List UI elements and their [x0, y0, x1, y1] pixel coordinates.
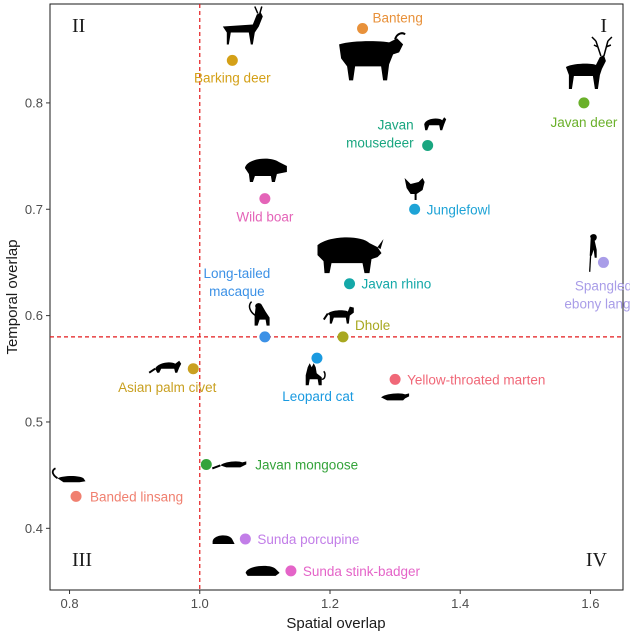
quadrant-label-i: I — [600, 15, 607, 37]
dhole-icon — [322, 306, 354, 324]
y-tick-label: 0.8 — [25, 95, 43, 110]
point-javan-mongoose — [200, 459, 212, 471]
javan-deer-icon — [565, 36, 613, 89]
mousedeer-icon — [424, 117, 447, 131]
label-javan-rhino: Javan rhino — [362, 277, 432, 292]
x-tick-label: 1.4 — [451, 596, 469, 611]
data-points — [70, 22, 609, 577]
stink-badger-icon — [245, 565, 280, 576]
plot-panel — [49, 3, 624, 591]
y-tick-label: 0.4 — [25, 521, 43, 536]
x-axis-title: Spatial overlap — [286, 615, 385, 632]
x-tick-label: 0.8 — [60, 596, 78, 611]
axis-ticks: 0.8 1.0 1.2 1.4 1.6 0.4 0.5 0.6 0.7 0.8 — [25, 95, 600, 611]
palm-civet-icon — [148, 360, 182, 374]
label-banteng: Banteng — [373, 10, 423, 25]
point-javan-deer — [578, 97, 590, 109]
mongoose-icon — [211, 461, 247, 470]
point-banded-linsang — [70, 490, 82, 502]
point-junglefowl — [409, 203, 421, 215]
macaque-icon — [248, 301, 270, 326]
rhino-icon — [317, 237, 384, 274]
x-tick-label: 1.2 — [321, 596, 339, 611]
point-labels: Banteng Barking deer Javan deer Javan moused… — [90, 10, 630, 578]
point-sunda-porcupine — [239, 533, 251, 545]
label-javan-mongoose: Javan mongoose — [255, 458, 358, 473]
point-banteng — [357, 22, 369, 34]
animal-silhouettes — [51, 6, 613, 576]
point-yellow-throated-marten — [389, 373, 401, 385]
label-dhole: Dhole — [355, 318, 390, 333]
point-sunda-stink-badger — [285, 565, 297, 577]
label-asian-palm-civet: Asian palm civet — [118, 380, 217, 395]
y-tick-label: 0.7 — [25, 202, 43, 217]
label-wild-boar: Wild boar — [236, 210, 294, 225]
label-leopard-cat: Leopard cat — [282, 389, 354, 404]
label-sunda-stink-badger: Sunda stink-badger — [303, 564, 421, 579]
label-javan-deer: Javan deer — [551, 115, 618, 130]
banteng-icon — [339, 32, 406, 81]
linsang-icon — [51, 467, 86, 483]
point-leopard-cat — [311, 352, 323, 364]
x-tick-label: 1.6 — [581, 596, 599, 611]
quadrant-label-ii: II — [72, 15, 85, 37]
point-asian-palm-civet — [187, 363, 199, 375]
quadrant-label-iii: III — [72, 549, 92, 571]
label-sunda-porcupine: Sunda porcupine — [257, 532, 359, 547]
reference-lines — [50, 4, 623, 590]
marten-icon — [381, 393, 410, 401]
point-dhole — [337, 331, 349, 343]
label-banded-linsang: Banded linsang — [90, 489, 183, 504]
point-javan-rhino — [344, 278, 356, 290]
barking-deer-icon — [222, 6, 263, 45]
leopard-cat-icon — [305, 363, 326, 386]
langur-icon — [589, 234, 597, 272]
junglefowl-icon — [404, 178, 425, 200]
label-long-tailed-macaque: Long-tailed macaque — [203, 266, 270, 299]
y-tick-label: 0.6 — [25, 308, 43, 323]
point-javan-mousedeer — [422, 139, 434, 151]
label-yellow-throated-marten: Yellow-throated marten — [407, 372, 545, 387]
porcupine-icon — [212, 535, 235, 544]
label-junglefowl: Junglefowl — [427, 202, 491, 217]
x-tick-label: 1.0 — [191, 596, 209, 611]
wild-boar-icon — [244, 158, 287, 182]
point-barking-deer — [226, 54, 238, 66]
y-axis-title: Temporal overlap — [4, 239, 21, 354]
quadrant-label-iv: IV — [586, 549, 608, 571]
point-spangled-ebony-langur — [597, 256, 609, 268]
label-javan-mousedeer: Javan mousedeer — [346, 117, 414, 150]
y-tick-label: 0.5 — [25, 414, 43, 429]
label-barking-deer: Barking deer — [194, 70, 271, 85]
point-wild-boar — [259, 193, 271, 205]
point-long-tailed-macaque — [259, 331, 271, 343]
